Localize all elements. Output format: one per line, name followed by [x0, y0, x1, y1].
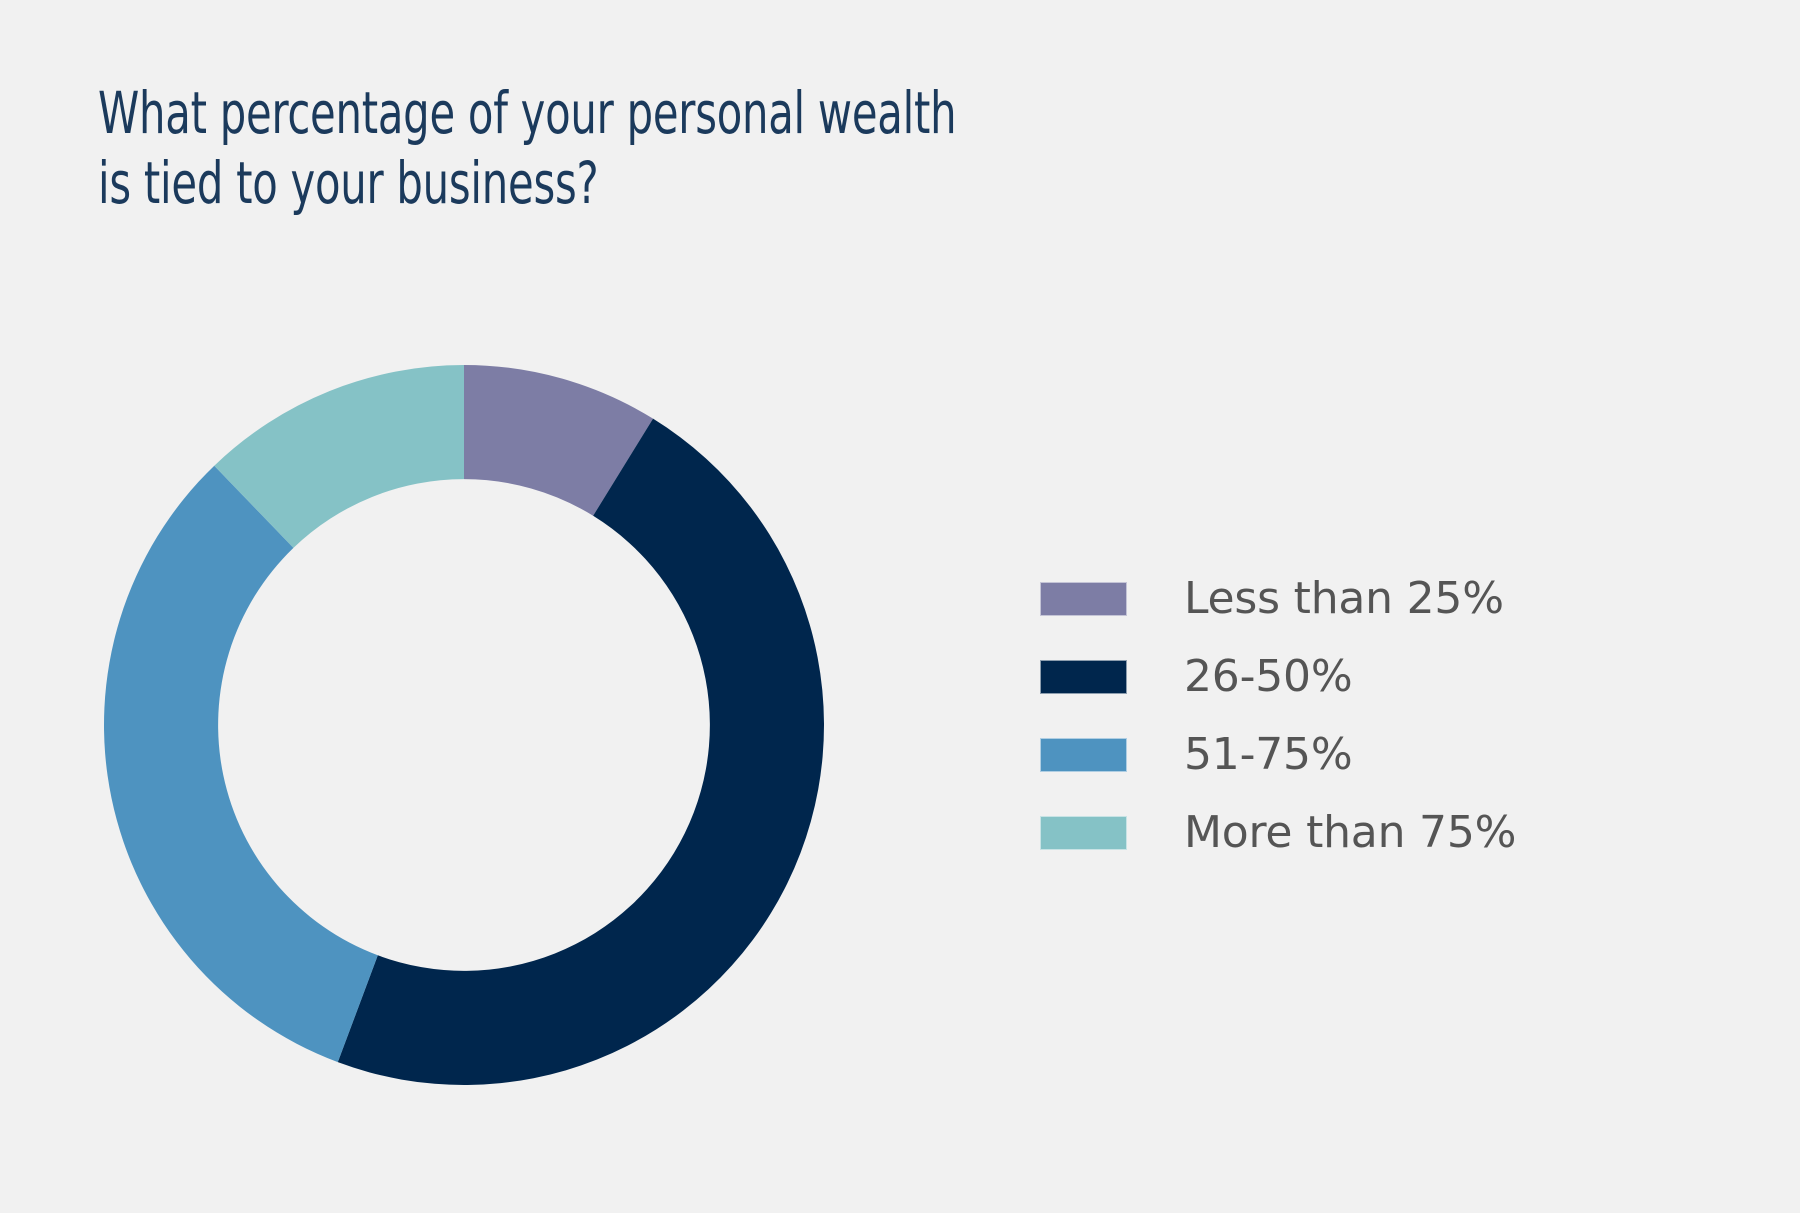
donut-slice[interactable] [214, 365, 464, 548]
legend-item[interactable]: Less than 25% [1040, 560, 1600, 638]
legend-swatch-icon [1040, 582, 1127, 616]
legend-item-label: 26-50% [1184, 651, 1353, 702]
legend-item-label: More than 75% [1184, 807, 1517, 858]
legend-item[interactable]: More than 75% [1040, 794, 1600, 872]
donut-slice[interactable] [337, 418, 824, 1086]
donut-slice[interactable] [103, 465, 378, 1063]
legend-swatch-icon [1040, 738, 1127, 772]
legend-swatch-icon [1040, 660, 1127, 694]
chart-legend: Less than 25% 26-50% 51-75% More than 75% [1040, 560, 1600, 872]
donut-chart [103, 365, 824, 1086]
donut-slice[interactable] [464, 365, 654, 516]
donut-slice-group [103, 365, 824, 1086]
legend-item-label: 51-75% [1184, 729, 1353, 780]
legend-swatch-icon [1040, 816, 1127, 850]
donut-chart-svg [103, 365, 824, 1086]
legend-item[interactable]: 51-75% [1040, 716, 1600, 794]
page-title: What percentage of your personal wealth … [98, 79, 957, 218]
legend-item[interactable]: 26-50% [1040, 638, 1600, 716]
legend-item-label: Less than 25% [1184, 573, 1504, 624]
